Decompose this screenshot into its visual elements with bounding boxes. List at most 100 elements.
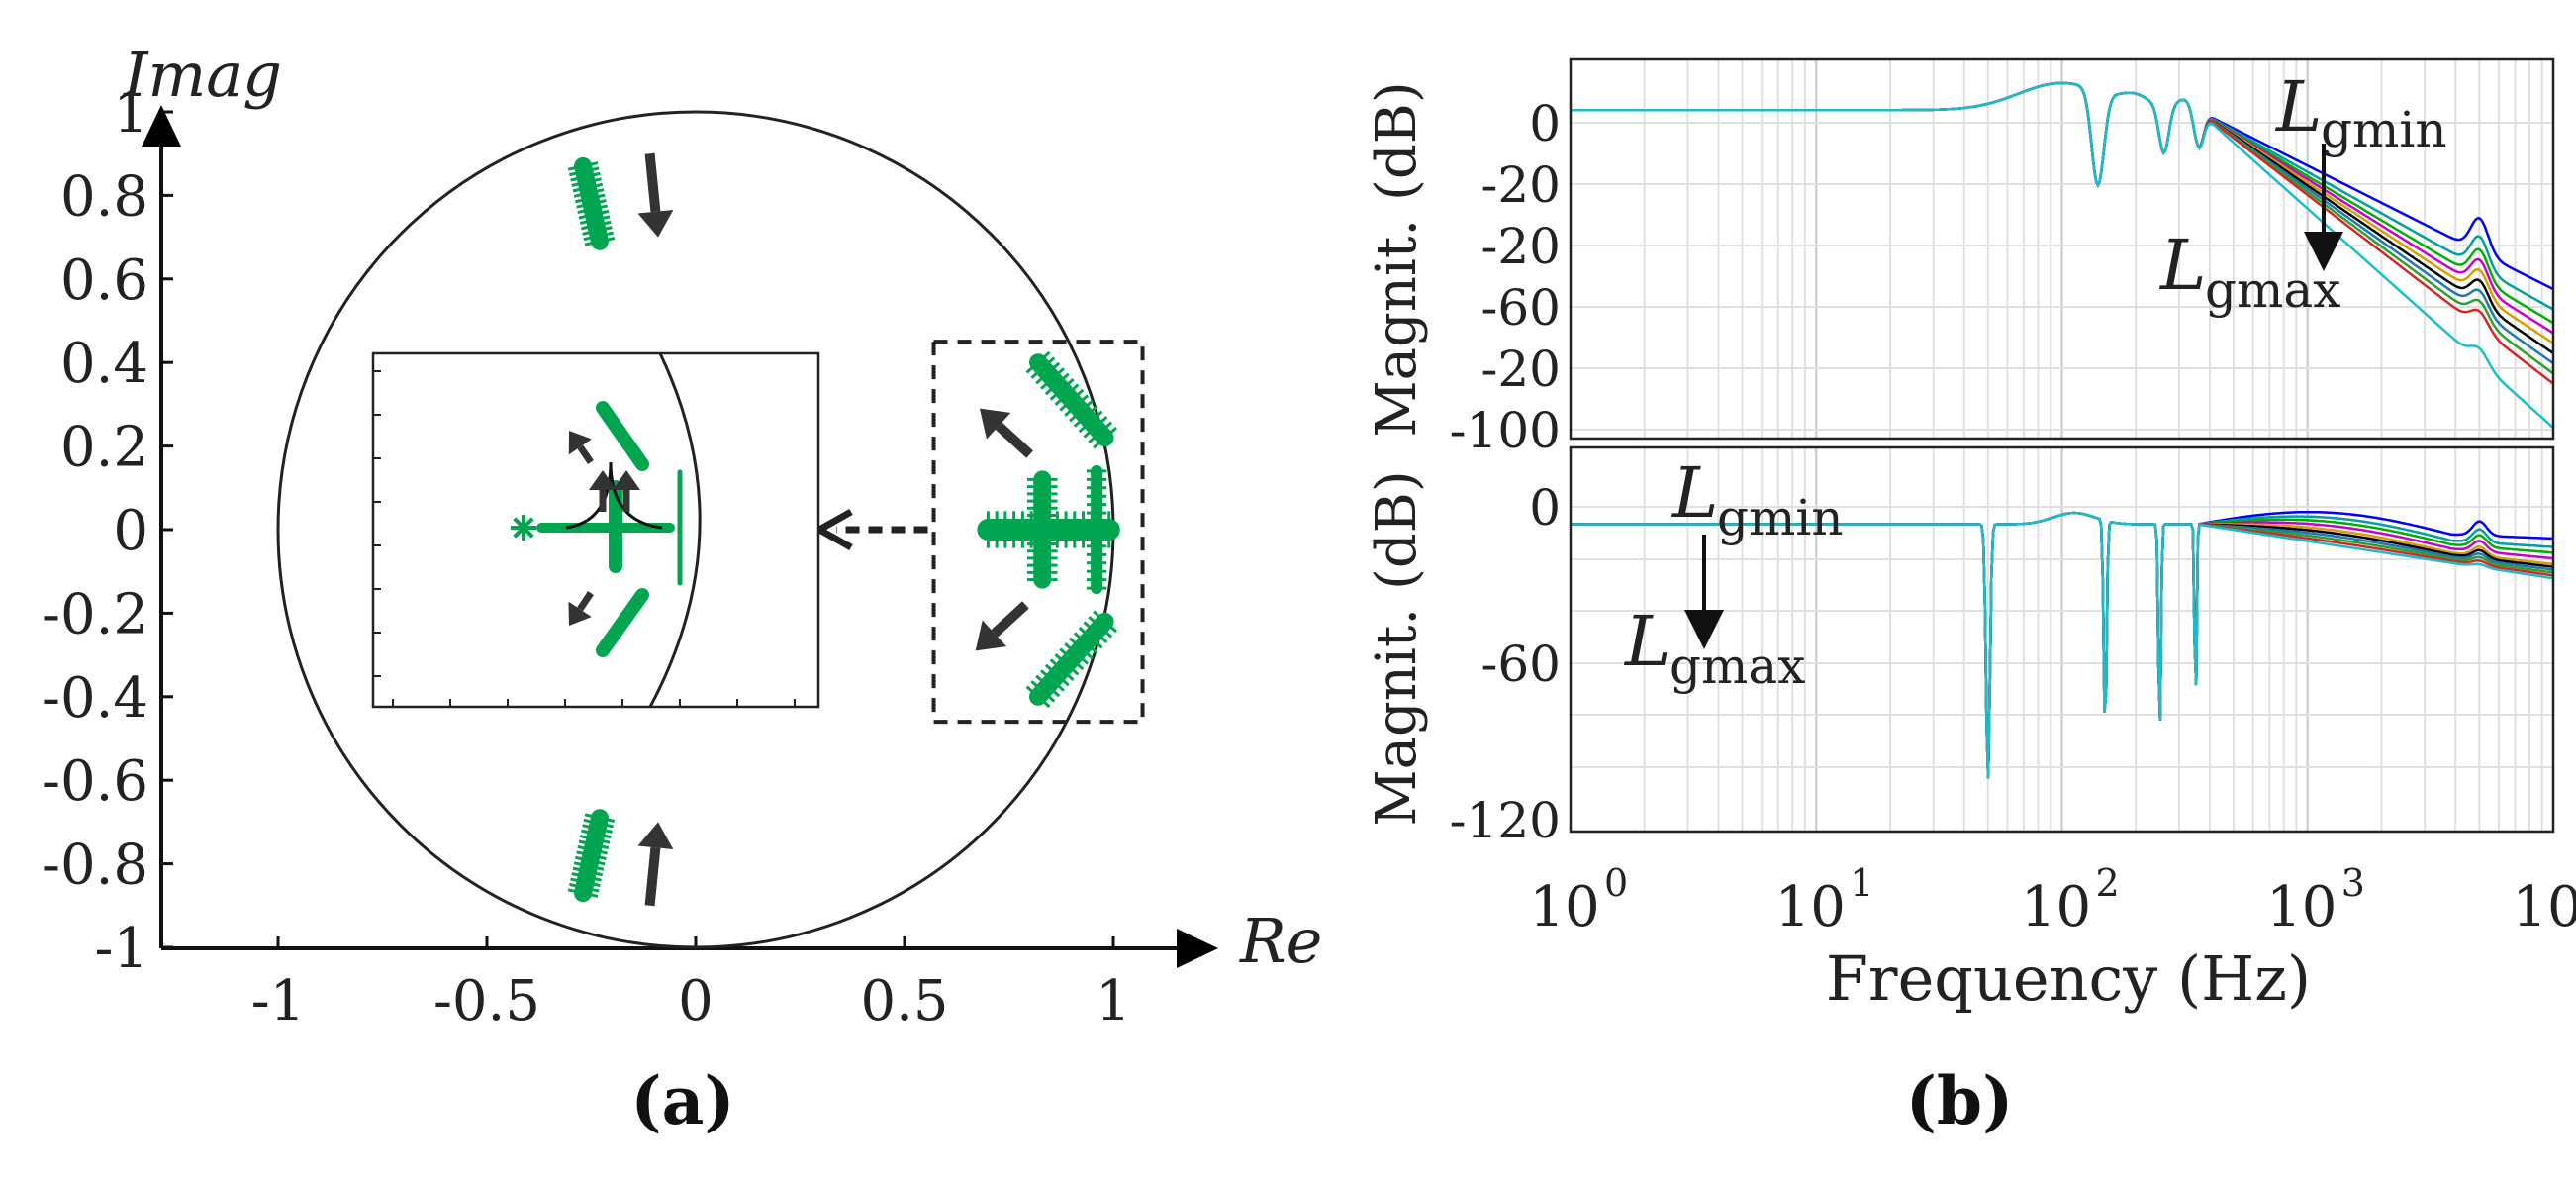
top-plot-frame (1569, 57, 2555, 441)
top-y-tick-label: -20 (1480, 218, 1561, 275)
pole-cluster-upper-near (1025, 350, 1117, 449)
svg-text:L: L (2158, 225, 2206, 306)
bode-magnitude-panel: 0-20-20-60-20-1000-60-120100101102103104… (1365, 57, 2576, 1139)
pole-map-ticks: -1 -0.5 0 0.5 1 1 0.8 0.6 0.4 0.2 0 -0.2 -0.4 -0.6 -0.… (42, 81, 1131, 1033)
pole-marker (577, 844, 608, 855)
panel-label-b: (b) (1906, 1062, 2014, 1139)
x-tick-exponent: 3 (2341, 861, 2365, 905)
bottom-y-tick-label: -60 (1480, 636, 1561, 693)
pole-marker (578, 839, 610, 850)
pole-marker (569, 166, 600, 177)
top-y-tick-label: -20 (1480, 341, 1561, 398)
pole-marker (1069, 399, 1094, 423)
svg-text:L: L (1623, 601, 1670, 682)
svg-text:L: L (1670, 452, 1718, 534)
arrow-upper-far (637, 152, 674, 238)
y-tick-label: 0.8 (60, 164, 148, 229)
direction-arrow-head (979, 408, 1011, 440)
pole-marker (584, 813, 616, 823)
x-tick-label: 10 1 (1775, 861, 1874, 939)
pole-marker (579, 835, 611, 844)
x-tick-label: 10 2 (2021, 861, 2120, 939)
direction-arrow-head (568, 431, 592, 455)
pole-marker (1078, 410, 1103, 434)
pole-marker (575, 855, 606, 866)
pole-marker (1093, 426, 1117, 449)
pole-marker (573, 188, 605, 198)
pole-marker (1083, 416, 1108, 439)
svg-text:gmax: gmax (1670, 638, 1805, 695)
svg-text:gmax: gmax (2205, 261, 2340, 319)
y-tick-label: -0.8 (42, 834, 148, 898)
pole-marker (582, 226, 613, 236)
x-axis-arrowhead (1177, 929, 1218, 968)
pole-marker (570, 877, 601, 888)
y-tick-label: 0.6 (60, 248, 148, 313)
x-tick-exponent: 0 (1604, 861, 1628, 905)
pole-marker (1088, 615, 1113, 639)
x-tick-label: 0 (678, 969, 714, 1033)
inset-arrow-mid-left (589, 470, 617, 512)
x-tick-base: 10 (2266, 875, 2337, 939)
top-y-tick-label: -60 (1480, 279, 1561, 337)
inset-pole-clusters (511, 401, 683, 657)
x-axis-label-frequency: Frequency (Hz) (1826, 942, 2311, 1015)
magnitude-curve-L10 (1571, 511, 2553, 779)
pole-marker (1078, 626, 1103, 649)
y-tick-label: 0 (113, 499, 148, 563)
x-tick-exponent: 1 (1850, 861, 1873, 905)
pole-marker (1040, 669, 1065, 692)
direction-arrow-head (568, 601, 592, 626)
x-tick-label: 0.5 (860, 969, 948, 1033)
pole-marker (1093, 610, 1117, 634)
inset-arrow-mid-right (613, 470, 640, 512)
pole-marker (1035, 361, 1061, 385)
pole-marker (583, 231, 614, 242)
top-annotation-gmax: L gmax (2158, 225, 2340, 319)
bottom-y-tick-label: -120 (1450, 792, 1561, 849)
pole-marker (582, 824, 613, 834)
y-tick-label: -1 (94, 917, 148, 981)
x-tick-label: 10 3 (2266, 861, 2365, 939)
pole-marker (1054, 652, 1080, 676)
direction-arrow-shaft (644, 152, 661, 213)
x-tick-base: 10 (1529, 875, 1599, 939)
pole-cluster-upper-far (567, 156, 616, 250)
pole-marker (583, 818, 614, 829)
pole-marker (1040, 367, 1065, 390)
svg-text:L: L (2274, 66, 2322, 148)
pole-marker (584, 237, 616, 246)
direction-arrow-head (589, 470, 617, 490)
pole-marker (1083, 621, 1108, 643)
arrow-lower-far (637, 822, 674, 907)
pole-marker (572, 182, 604, 193)
pole-marker (571, 177, 602, 187)
y-tick-label: -0.6 (42, 749, 148, 814)
x-tick-label: -0.5 (433, 969, 540, 1033)
bode-grid (1571, 59, 2553, 832)
direction-arrow-shaft (644, 846, 661, 907)
pole-marker (1035, 674, 1061, 698)
pole-marker (1059, 388, 1085, 412)
pole-zero-map-panel: -1 -0.5 0 0.5 1 1 0.8 0.6 0.4 0.2 0 -0.2 -0.4 -0.6 -0.… (42, 39, 1322, 1139)
pole-marker (1064, 394, 1090, 417)
y-tick-label: -0.4 (42, 666, 148, 731)
direction-arrow-head (975, 620, 1007, 651)
y-axis-label: Imag (123, 39, 282, 111)
pole-marker (578, 209, 610, 220)
pole-marker (576, 199, 607, 209)
pole-marker (573, 861, 605, 871)
pole-map-axes (142, 105, 1218, 968)
y-tick-label: 1 (113, 81, 148, 146)
direction-arrow-shaft (577, 444, 594, 464)
x-tick-exponent: 2 (2096, 861, 2120, 905)
inset-lower-cluster (596, 588, 649, 657)
top-y-tick-label: -20 (1480, 156, 1561, 214)
svg-text:gmin: gmin (1717, 489, 1844, 546)
pole-marker (570, 171, 601, 182)
bottom-annotation-gmax: L gmax (1623, 601, 1805, 695)
asterisk-stroke (513, 517, 534, 539)
arrow-lower-near (975, 601, 1029, 651)
inset-zero-marker (511, 515, 536, 541)
